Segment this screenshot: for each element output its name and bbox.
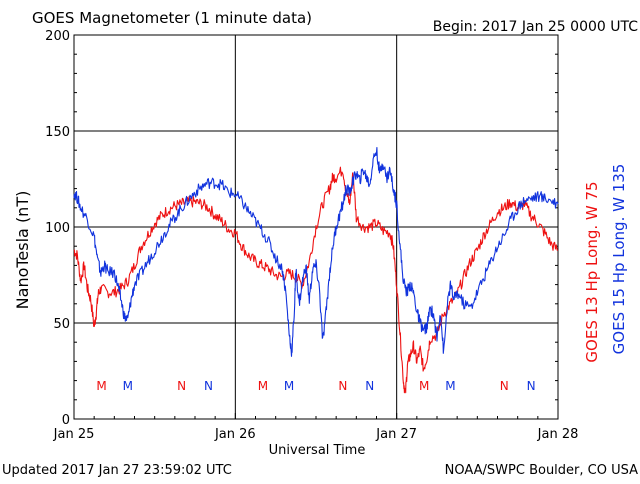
marker-m: M (445, 379, 455, 393)
series-goes13-line (73, 166, 559, 394)
legend-goes15: GOES 15 Hp Long. W 135 (610, 164, 628, 355)
marker-m: M (96, 379, 106, 393)
marker-n: N (500, 379, 509, 393)
begin-time-label: Begin: 2017 Jan 25 0000 UTC (433, 19, 638, 35)
updated-timestamp: Updated 2017 Jan 27 23:59:02 UTC (2, 463, 232, 478)
marker-m: M (258, 379, 268, 393)
x-tick-label: Jan 28 (537, 427, 579, 442)
marker-n: N (527, 379, 536, 393)
y-tick-label: 150 (45, 125, 70, 140)
y-axis-label: NanoTesla (nT) (13, 191, 32, 310)
x-tick-label: Jan 25 (53, 427, 95, 442)
credit-label: NOAA/SWPC Boulder, CO USA (445, 463, 638, 478)
marker-n: N (365, 379, 374, 393)
marker-m: M (419, 379, 429, 393)
marker-n: N (177, 379, 186, 393)
y-tick-label: 100 (45, 221, 70, 236)
series-goes15-line (73, 146, 559, 357)
y-tick-label: 200 (45, 29, 70, 44)
chart-title: GOES Magnetometer (1 minute data) (32, 9, 312, 27)
marker-n: N (204, 379, 213, 393)
y-tick-label: 50 (53, 317, 70, 332)
x-axis-label: Universal Time (269, 443, 366, 458)
marker-m: M (284, 379, 294, 393)
marker-n: N (338, 379, 347, 393)
x-tick-label: Jan 26 (214, 427, 256, 442)
series-lines (73, 146, 559, 394)
x-tick-label: Jan 27 (375, 427, 417, 442)
marker-m: M (123, 379, 133, 393)
y-tick-label: 0 (62, 413, 70, 428)
x-axis-tick-labels: Jan 25 Jan 26 Jan 27 Jan 28 (53, 427, 579, 442)
plot-grid (73, 34, 559, 420)
legend-goes13: GOES 13 Hp Long. W 75 (583, 181, 601, 362)
y-axis-tick-labels: 0 50 100 150 200 (45, 29, 70, 428)
